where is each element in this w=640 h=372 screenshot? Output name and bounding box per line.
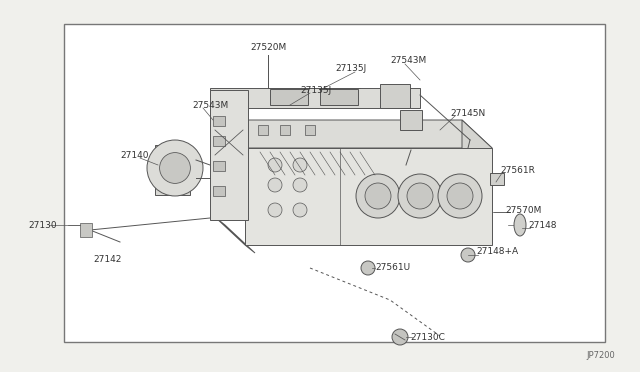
Text: 27520M: 27520M — [250, 42, 286, 51]
Polygon shape — [215, 120, 462, 217]
Bar — [80, 223, 92, 237]
Text: 27148: 27148 — [528, 221, 557, 230]
Polygon shape — [215, 217, 255, 253]
Text: JP7200: JP7200 — [586, 351, 615, 360]
Text: 27142: 27142 — [93, 256, 122, 264]
Bar — [64, 24, 605, 342]
Text: 27130: 27130 — [28, 221, 56, 230]
Bar — [400, 110, 422, 130]
Circle shape — [147, 140, 203, 196]
Bar — [213, 116, 225, 126]
Text: 27135J: 27135J — [335, 64, 366, 73]
Circle shape — [356, 174, 400, 218]
Bar — [258, 125, 268, 135]
Text: 27140: 27140 — [120, 151, 148, 160]
Text: 27543M: 27543M — [192, 100, 228, 109]
Text: 27570M: 27570M — [505, 205, 541, 215]
Text: 27130C: 27130C — [410, 333, 445, 341]
Text: 27543M: 27543M — [390, 55, 426, 64]
Circle shape — [268, 178, 282, 192]
Text: 27135J: 27135J — [300, 86, 332, 94]
Bar — [380, 84, 410, 108]
Circle shape — [293, 203, 307, 217]
Bar — [210, 90, 248, 220]
Circle shape — [268, 203, 282, 217]
Circle shape — [461, 248, 475, 262]
Circle shape — [159, 153, 191, 183]
Bar — [270, 89, 308, 105]
Bar — [213, 186, 225, 196]
Circle shape — [447, 183, 473, 209]
Circle shape — [268, 158, 282, 172]
Circle shape — [438, 174, 482, 218]
Bar — [490, 173, 504, 185]
Circle shape — [392, 329, 408, 345]
Bar — [210, 88, 420, 108]
Bar — [213, 161, 225, 171]
Circle shape — [293, 158, 307, 172]
Text: 27148+A: 27148+A — [476, 247, 518, 257]
Bar — [305, 125, 315, 135]
Bar — [213, 136, 225, 146]
Text: 27561U: 27561U — [375, 263, 410, 273]
Circle shape — [398, 174, 442, 218]
Text: 27145N: 27145N — [450, 109, 485, 118]
Circle shape — [293, 178, 307, 192]
Polygon shape — [245, 148, 492, 245]
Circle shape — [407, 183, 433, 209]
Bar — [280, 125, 290, 135]
Polygon shape — [462, 120, 492, 245]
Circle shape — [365, 183, 391, 209]
Circle shape — [361, 261, 375, 275]
Text: 27561R: 27561R — [500, 166, 535, 174]
Polygon shape — [155, 145, 190, 195]
Polygon shape — [215, 120, 492, 148]
Bar — [320, 89, 358, 105]
Ellipse shape — [514, 214, 526, 236]
